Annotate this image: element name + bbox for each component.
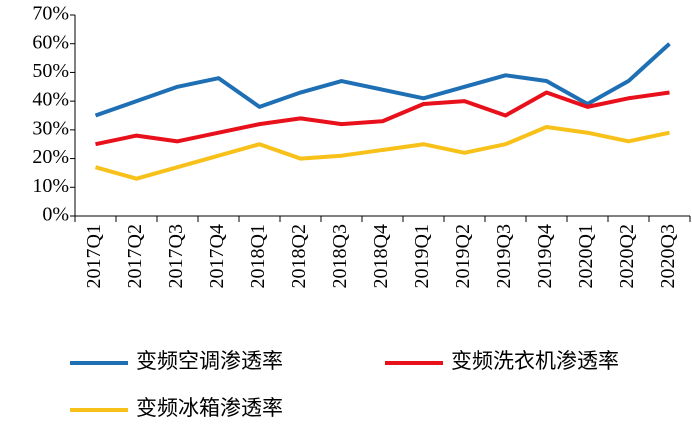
x-tick-label: 2019Q2 bbox=[452, 224, 474, 288]
x-tick-label: 2019Q4 bbox=[534, 224, 556, 288]
x-tick-label: 2020Q1 bbox=[575, 224, 597, 288]
legend-label: 变频空调渗透率 bbox=[136, 349, 283, 373]
x-tick-label: 2018Q3 bbox=[329, 224, 351, 288]
series-line bbox=[94, 42, 671, 118]
x-tick-label: 2017Q2 bbox=[124, 224, 146, 288]
x-tick-label: 2017Q1 bbox=[83, 224, 105, 288]
y-tick-label: 50% bbox=[32, 60, 69, 82]
x-tick-label: 2018Q4 bbox=[370, 224, 392, 288]
x-tick-label: 2020Q3 bbox=[657, 224, 679, 288]
x-tick-label: 2018Q2 bbox=[288, 224, 310, 288]
x-tick-label: 2019Q1 bbox=[411, 224, 433, 288]
legend-label: 变频洗衣机渗透率 bbox=[451, 349, 619, 373]
y-tick-label: 40% bbox=[32, 89, 69, 111]
y-tick-label: 20% bbox=[32, 146, 69, 168]
y-tick-label: 10% bbox=[32, 175, 69, 197]
x-tick-label: 2018Q1 bbox=[247, 224, 269, 288]
x-tick-label: 2017Q4 bbox=[206, 224, 228, 288]
series-line bbox=[95, 90, 670, 147]
y-tick-label: 60% bbox=[32, 31, 69, 53]
x-tick-label: 2019Q3 bbox=[493, 224, 515, 288]
legend-label: 变频冰箱渗透率 bbox=[136, 396, 283, 420]
y-tick-label: 30% bbox=[32, 117, 69, 139]
y-tick-label: 0% bbox=[42, 204, 69, 226]
y-tick-label: 70% bbox=[32, 3, 69, 25]
x-tick-label: 2017Q3 bbox=[165, 224, 187, 288]
x-tick-label: 2020Q2 bbox=[616, 224, 638, 288]
series-line bbox=[94, 124, 670, 181]
